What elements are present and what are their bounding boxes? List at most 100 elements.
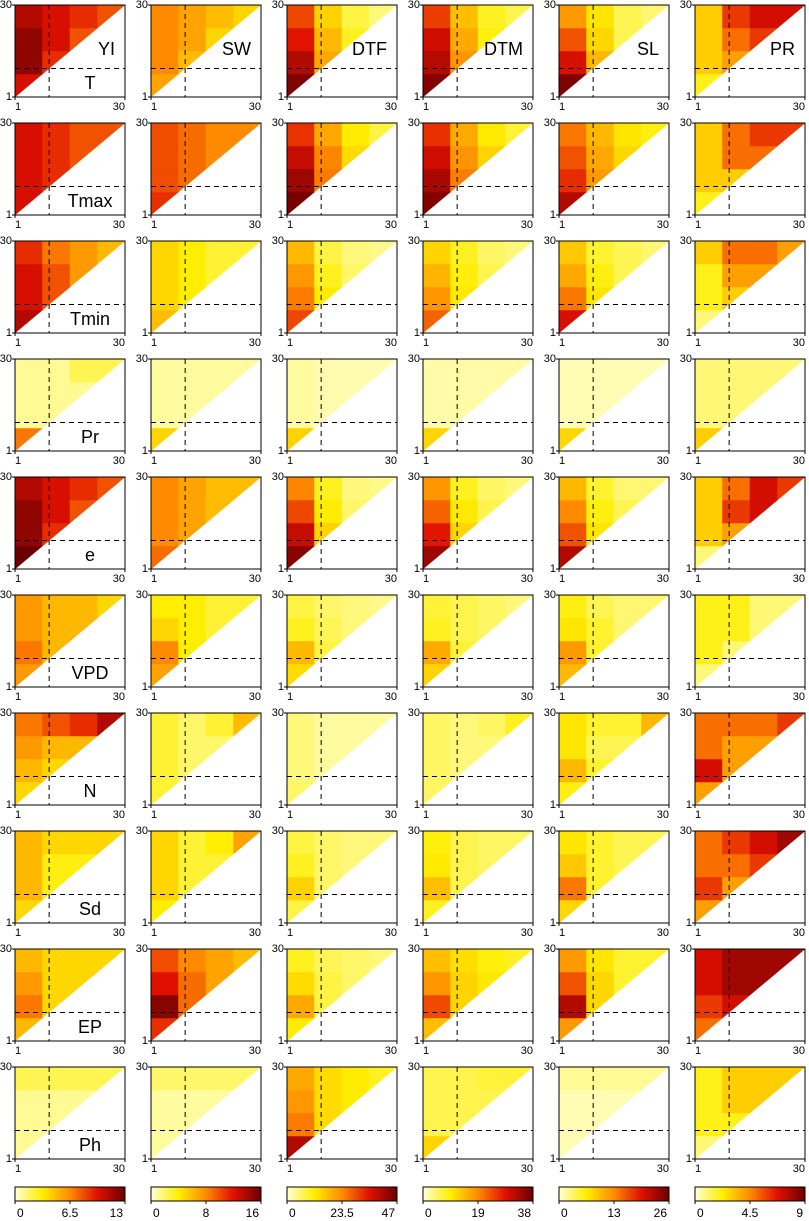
heat-cell xyxy=(613,735,643,760)
x-tick-label: 30 xyxy=(385,809,397,821)
y-tick-label: 1 xyxy=(550,799,556,811)
x-tick-label: 30 xyxy=(793,219,805,231)
heat-cell xyxy=(150,73,180,98)
x-tick-label: 1 xyxy=(559,455,565,467)
heat-cell xyxy=(749,358,778,383)
heat-cell xyxy=(286,640,315,665)
x-tick-label: 30 xyxy=(793,337,805,349)
heat-cell xyxy=(69,594,98,619)
heat-cell xyxy=(558,994,587,1019)
heat-cell xyxy=(178,27,207,52)
heat-cell xyxy=(97,712,126,737)
heat-cell xyxy=(150,1017,180,1042)
heat-cell xyxy=(422,145,451,170)
y-tick-label: 30 xyxy=(408,235,420,247)
heat-cell xyxy=(450,381,479,406)
heat-cell xyxy=(178,522,207,547)
y-tick-label: 1 xyxy=(278,563,284,575)
x-tick-label: 30 xyxy=(521,927,533,939)
row-label: Ph xyxy=(79,1135,101,1155)
heat-cell xyxy=(286,545,316,570)
y-tick-label: 30 xyxy=(136,235,148,247)
y-tick-label: 1 xyxy=(142,917,148,929)
heat-cell xyxy=(722,50,751,75)
panel-frame xyxy=(558,4,670,98)
y-tick-label: 30 xyxy=(544,0,556,11)
heat-cell xyxy=(150,191,180,216)
heat-cell xyxy=(286,4,315,29)
heat-cell xyxy=(694,971,723,996)
heat-cell xyxy=(178,4,207,29)
heat-cell xyxy=(641,830,670,855)
heat-cell xyxy=(314,476,343,501)
heat-cell xyxy=(558,191,588,216)
heat-cell xyxy=(558,358,587,383)
heat-cell xyxy=(477,476,506,501)
panel-frame xyxy=(558,712,670,806)
heat-cell xyxy=(178,971,207,996)
heat-cell xyxy=(558,476,587,501)
heat-cell xyxy=(613,4,642,29)
heat-cell xyxy=(558,971,587,996)
heat-cell xyxy=(150,4,179,29)
x-tick-label: 30 xyxy=(793,101,805,113)
x-tick-label: 1 xyxy=(695,809,701,821)
colorbar-tick-label: 9 xyxy=(796,1206,803,1220)
x-tick-label: 1 xyxy=(15,101,21,113)
heat-cell xyxy=(341,358,370,383)
panel-frame xyxy=(694,476,806,570)
heat-cell xyxy=(613,122,642,147)
heat-cell xyxy=(314,594,343,619)
x-tick-label: 30 xyxy=(793,455,805,467)
heat-cell xyxy=(69,712,98,737)
heat-cell xyxy=(422,309,452,334)
panel-frame xyxy=(558,830,670,924)
panel-frame xyxy=(694,240,806,334)
y-tick-label: 30 xyxy=(272,353,284,365)
heat-cell xyxy=(694,781,724,806)
heat-cell xyxy=(150,1066,179,1091)
x-tick-label: 30 xyxy=(249,809,261,821)
row-label: EP xyxy=(78,1017,102,1037)
heat-cell xyxy=(722,994,751,1019)
heat-cell xyxy=(14,427,44,452)
y-tick-label: 1 xyxy=(6,1035,12,1047)
heat-cell xyxy=(477,381,507,406)
heat-cell xyxy=(586,640,615,665)
heat-cell xyxy=(286,499,315,524)
heat-cell xyxy=(694,948,723,973)
heat-cell xyxy=(341,476,370,501)
heat-cell xyxy=(233,1066,262,1091)
heat-cell xyxy=(694,404,723,429)
heat-cell xyxy=(14,381,43,406)
heat-cell xyxy=(450,640,479,665)
heat-cell xyxy=(14,617,43,642)
heat-cell xyxy=(14,27,43,52)
heat-cell xyxy=(233,712,262,737)
x-tick-label: 30 xyxy=(521,1045,533,1057)
heat-cell xyxy=(150,358,179,383)
row-label: Pr xyxy=(81,427,99,447)
heat-cell xyxy=(42,1066,71,1091)
heat-cell xyxy=(286,971,315,996)
heat-cell xyxy=(286,286,315,311)
heat-cell xyxy=(150,971,179,996)
heat-cell xyxy=(777,476,806,501)
heat-cell xyxy=(178,122,207,147)
heat-cell xyxy=(69,499,99,524)
heat-cell xyxy=(14,358,43,383)
x-tick-label: 30 xyxy=(113,927,125,939)
y-tick-label: 30 xyxy=(0,353,12,365)
heat-cell xyxy=(178,476,207,501)
heat-cell xyxy=(694,476,723,501)
heat-cell xyxy=(341,735,371,760)
heat-cell xyxy=(777,358,806,383)
heat-cell xyxy=(749,735,779,760)
heat-cell xyxy=(286,594,315,619)
heat-cell xyxy=(14,853,43,878)
y-tick-label: 30 xyxy=(544,117,556,129)
heat-cell xyxy=(205,145,235,170)
y-tick-label: 30 xyxy=(680,707,692,719)
y-tick-label: 1 xyxy=(142,1153,148,1165)
heat-cell xyxy=(586,4,615,29)
